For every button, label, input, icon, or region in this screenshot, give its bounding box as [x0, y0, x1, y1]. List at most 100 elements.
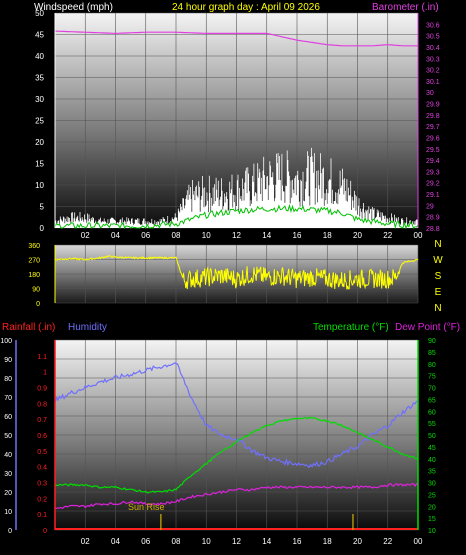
rainfall-tick-label: 0.1: [37, 512, 47, 519]
humidity-y-ticks: 0 10 20 30 40 50 60 70 80 90 100: [0, 338, 17, 535]
compass-label: N: [434, 303, 441, 314]
x-tick-label: 04: [111, 537, 120, 546]
rainfall-tick-label: 1: [43, 370, 47, 377]
barometer-tick-label: 29.7: [426, 124, 440, 131]
direction-tick-label: 0: [36, 301, 40, 308]
temp-series: [54, 362, 419, 530]
wind-tick-label: 5: [40, 203, 45, 212]
temperature-tick-label: 10: [428, 528, 436, 535]
x-tick-label: 16: [293, 231, 302, 240]
temperature-tick-label: 75: [428, 374, 436, 381]
barometer-tick-label: 28.9: [426, 215, 440, 222]
wind-tick-label: 20: [35, 138, 44, 147]
wind-tick-label: 35: [35, 74, 44, 83]
humidity-tick-label: 40: [4, 452, 12, 459]
dewpoint-series: [54, 482, 419, 510]
direction-tick-label: 180: [28, 272, 40, 279]
rainfall-y-ticks: 0 0.1 0.2 0.3 0.4 0.5 0.6 0.7 0.8 0.9 1 1.1: [37, 340, 56, 535]
temperature-tick-label: 50: [428, 433, 436, 440]
wind-direction-series: [54, 255, 419, 290]
barometer-tick-label: 29.3: [426, 169, 440, 176]
wind-tick-label: 30: [35, 95, 44, 104]
humidity-tick-label: 70: [4, 395, 12, 402]
x-tick-label: 14: [262, 537, 271, 546]
chart-title: 24 hour graph day : April 09 2026: [172, 2, 320, 13]
barometer-series: [54, 30, 418, 47]
barometer-tick-label: 29.9: [426, 102, 440, 109]
x-tick-label: 10: [202, 231, 211, 240]
wind-y-ticks: 0 5 10 15 20 25 30 35 40 45 50: [35, 9, 56, 233]
humidity-series: [54, 362, 418, 469]
temperature-tick-label: 70: [428, 386, 436, 393]
humidity-tick-label: 0: [8, 528, 12, 535]
wind-axis-title: Windspeed (mph): [34, 2, 113, 13]
barometer-tick-label: 30: [426, 90, 434, 97]
wind-tick-label: 15: [35, 160, 44, 169]
humidity-tick-label: 50: [4, 433, 12, 440]
x-tick-label: 22: [383, 537, 392, 546]
humidity-tick-label: 30: [4, 471, 12, 478]
x-tick-label: 02: [81, 537, 90, 546]
rainfall-tick-label: 0.7: [37, 417, 47, 424]
rainfall-axis-title: Rainfall (.in): [2, 322, 55, 333]
temperature-series: [54, 416, 419, 494]
barometer-tick-label: 30.2: [426, 68, 440, 75]
x-tick-label: 12: [232, 537, 241, 546]
temperature-tick-label: 30: [428, 481, 436, 488]
barometer-tick-label: 29.4: [426, 158, 440, 165]
direction-tick-label: 360: [28, 243, 40, 250]
x-tick-label: 02: [81, 231, 90, 240]
temperature-tick-label: 55: [428, 421, 436, 428]
temperature-tick-label: 35: [428, 469, 436, 476]
x-tick-label: 04: [111, 231, 120, 240]
humidity-tick-label: 80: [4, 376, 12, 383]
wind-series: [54, 30, 419, 230]
x-tick-label: 20: [353, 231, 362, 240]
x-tick-label: 00: [414, 231, 423, 240]
x-tick-label: 08: [172, 231, 181, 240]
barometer-tick-label: 30.3: [426, 56, 440, 63]
x-tick-label: 06: [141, 231, 150, 240]
compass-label: N: [434, 239, 441, 250]
x-tick-label: 06: [141, 537, 150, 546]
x-tick-label: 00: [414, 537, 423, 546]
temperature-tick-label: 60: [428, 409, 436, 416]
direction-y-ticks: 0 90 180 270 360: [28, 243, 56, 308]
direction-tick-label: 90: [32, 287, 40, 294]
humidity-axis-title: Humidity: [68, 322, 107, 333]
humidity-tick-label: 10: [4, 509, 12, 516]
rainfall-tick-label: 1.1: [37, 354, 47, 361]
barometer-tick-label: 29: [426, 203, 434, 210]
temperature-axis-title: Temperature (°F): [313, 322, 389, 333]
direction-tick-label: 270: [28, 258, 40, 265]
barometer-tick-label: 29.6: [426, 135, 440, 142]
rainfall-tick-label: 0.5: [37, 449, 47, 456]
rainfall-tick-label: 0.8: [37, 401, 47, 408]
wind-tick-label: 45: [35, 31, 44, 40]
sunrise-label: Sun Rise: [128, 502, 165, 512]
barometer-tick-label: 29.5: [426, 147, 440, 154]
barometer-axis-title: Barometer (.in): [372, 2, 439, 13]
x-tick-label: 12: [232, 231, 241, 240]
x-tick-label: 08: [172, 537, 181, 546]
barometer-tick-label: 30.4: [426, 45, 440, 52]
temperature-tick-label: 20: [428, 504, 436, 511]
wind-tick-label: 25: [35, 117, 44, 126]
humidity-tick-label: 100: [0, 338, 12, 345]
barometer-tick-label: 29.8: [426, 113, 440, 120]
rainfall-tick-label: 0.9: [37, 386, 47, 393]
temperature-tick-label: 90: [428, 338, 436, 345]
direction-series: [54, 255, 419, 290]
humidity-tick-label: 60: [4, 414, 12, 421]
temperature-y-ticks: 10 15 20 25 30 35 40 45 50 55 60 65 70 75 80 85 90: [417, 338, 436, 535]
temperature-tick-label: 15: [428, 516, 436, 523]
rainfall-tick-label: 0.3: [37, 481, 47, 488]
temp-x-ticks: 02 04 06 08 10 12 14 16 18 20 22 00: [81, 537, 423, 546]
barometer-tick-label: 28.8: [426, 226, 440, 233]
rainfall-tick-label: 0.4: [37, 465, 47, 472]
